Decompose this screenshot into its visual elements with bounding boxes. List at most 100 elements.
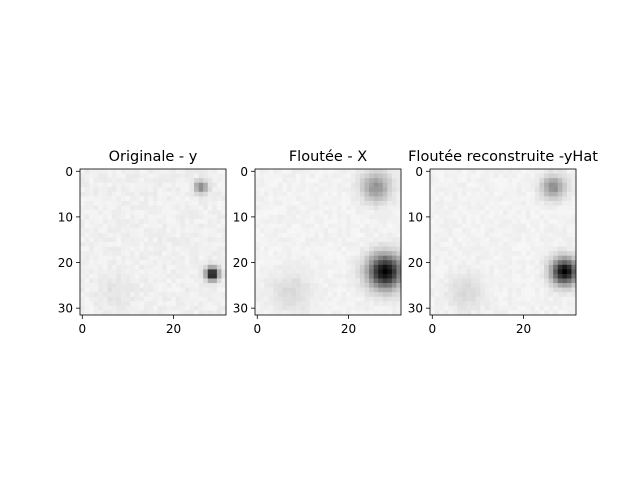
heatmap-cell	[323, 200, 329, 206]
heatmap-cell	[111, 223, 117, 229]
heatmap-cell	[273, 173, 279, 179]
heatmap-cell	[391, 169, 397, 174]
heatmap-cell	[391, 273, 397, 279]
heatmap-cell	[448, 283, 454, 288]
heatmap-cell	[277, 205, 283, 211]
heatmap-cell	[212, 305, 218, 311]
heatmap-cell	[203, 219, 209, 225]
heatmap-cell	[102, 219, 108, 225]
heatmap-cell	[98, 246, 104, 252]
heatmap-cell	[184, 173, 190, 179]
heatmap-cell	[153, 310, 158, 316]
heatmap-cell	[318, 287, 324, 293]
heatmap-cell	[212, 251, 218, 256]
heatmap-cell	[93, 251, 99, 256]
heatmap-cell	[277, 296, 283, 302]
heatmap-cell	[443, 187, 449, 193]
heatmap-cell	[364, 287, 370, 293]
heatmap-cell	[134, 264, 140, 270]
heatmap-cell	[107, 287, 113, 293]
heatmap-cell	[80, 237, 85, 243]
heatmap-cell	[264, 210, 269, 215]
heatmap-cell	[107, 296, 113, 302]
heatmap-cell	[296, 196, 301, 202]
heatmap-cell	[130, 228, 136, 234]
heatmap-cell	[300, 214, 306, 220]
heatmap-cell	[175, 187, 181, 193]
heatmap-cell	[387, 228, 393, 234]
heatmap-cell	[562, 237, 568, 243]
heatmap-cell	[291, 223, 297, 229]
heatmap-cell	[143, 264, 149, 270]
heatmap-cell	[452, 287, 458, 293]
heatmap-cell	[305, 205, 311, 211]
heatmap-cell	[512, 301, 517, 307]
heatmap-cell	[153, 273, 158, 279]
subplot-title: Floutée reconstruite -yHat	[408, 149, 598, 165]
heatmap-cell	[534, 310, 540, 316]
heatmap-cell	[461, 178, 467, 183]
heatmap-cell	[493, 187, 499, 193]
heatmap-cell	[332, 301, 338, 307]
heatmap-cell	[534, 196, 540, 202]
heatmap-cell	[544, 260, 549, 266]
heatmap-cell	[107, 278, 113, 284]
heatmap-cell	[207, 173, 213, 179]
heatmap-cell	[373, 260, 379, 266]
heatmap-cell	[277, 292, 283, 298]
heatmap-cell	[116, 237, 122, 243]
heatmap-cell	[457, 269, 463, 275]
heatmap-cell	[314, 169, 320, 174]
heatmap-cell	[548, 269, 554, 275]
heatmap-cell	[512, 273, 517, 279]
heatmap-cell	[259, 264, 265, 270]
heatmap-cell	[180, 264, 186, 270]
heatmap-cell	[332, 255, 338, 261]
heatmap-cell	[212, 301, 218, 307]
heatmap-cell	[273, 255, 279, 261]
heatmap-cell	[305, 264, 311, 270]
heatmap-cell	[80, 205, 85, 211]
heatmap-cell	[480, 169, 486, 174]
heatmap-cell	[539, 278, 545, 284]
heatmap-cell	[323, 187, 329, 193]
heatmap-cell	[171, 205, 177, 211]
heatmap-cell	[148, 228, 154, 234]
heatmap-cell	[143, 187, 149, 193]
heatmap-cell	[268, 173, 274, 179]
heatmap-cell	[255, 269, 260, 275]
heatmap-cell	[268, 310, 274, 316]
heatmap-cell	[259, 260, 265, 266]
heatmap-cell	[359, 310, 365, 316]
heatmap-cell	[198, 191, 204, 197]
heatmap-cell	[157, 237, 163, 243]
heatmap-cell	[430, 191, 435, 197]
heatmap-cell	[378, 264, 384, 270]
heatmap-cell	[382, 232, 388, 238]
heatmap-cell	[544, 210, 549, 215]
heatmap-cell	[378, 242, 384, 247]
heatmap-cell	[273, 228, 279, 234]
heatmap-cell	[516, 310, 522, 316]
heatmap-cell	[296, 214, 301, 220]
heatmap-cell	[396, 219, 402, 225]
heatmap-cell	[107, 196, 113, 202]
heatmap-cell	[337, 182, 342, 188]
heatmap-cell	[493, 210, 499, 215]
heatmap-cell	[107, 251, 113, 256]
heatmap-cell	[180, 287, 186, 293]
heatmap-cell	[382, 214, 388, 220]
heatmap-cell	[130, 301, 136, 307]
heatmap-cell	[166, 269, 172, 275]
heatmap-cell	[166, 214, 172, 220]
heatmap-cell	[337, 219, 342, 225]
heatmap-cell	[212, 191, 218, 197]
heatmap-cell	[221, 228, 227, 234]
heatmap-cell	[539, 283, 545, 288]
heatmap-cell	[484, 169, 490, 174]
heatmap-cell	[539, 260, 545, 266]
heatmap-cell	[314, 269, 320, 275]
heatmap-cell	[277, 278, 283, 284]
heatmap-cell	[130, 260, 136, 266]
heatmap-cell	[134, 246, 140, 252]
